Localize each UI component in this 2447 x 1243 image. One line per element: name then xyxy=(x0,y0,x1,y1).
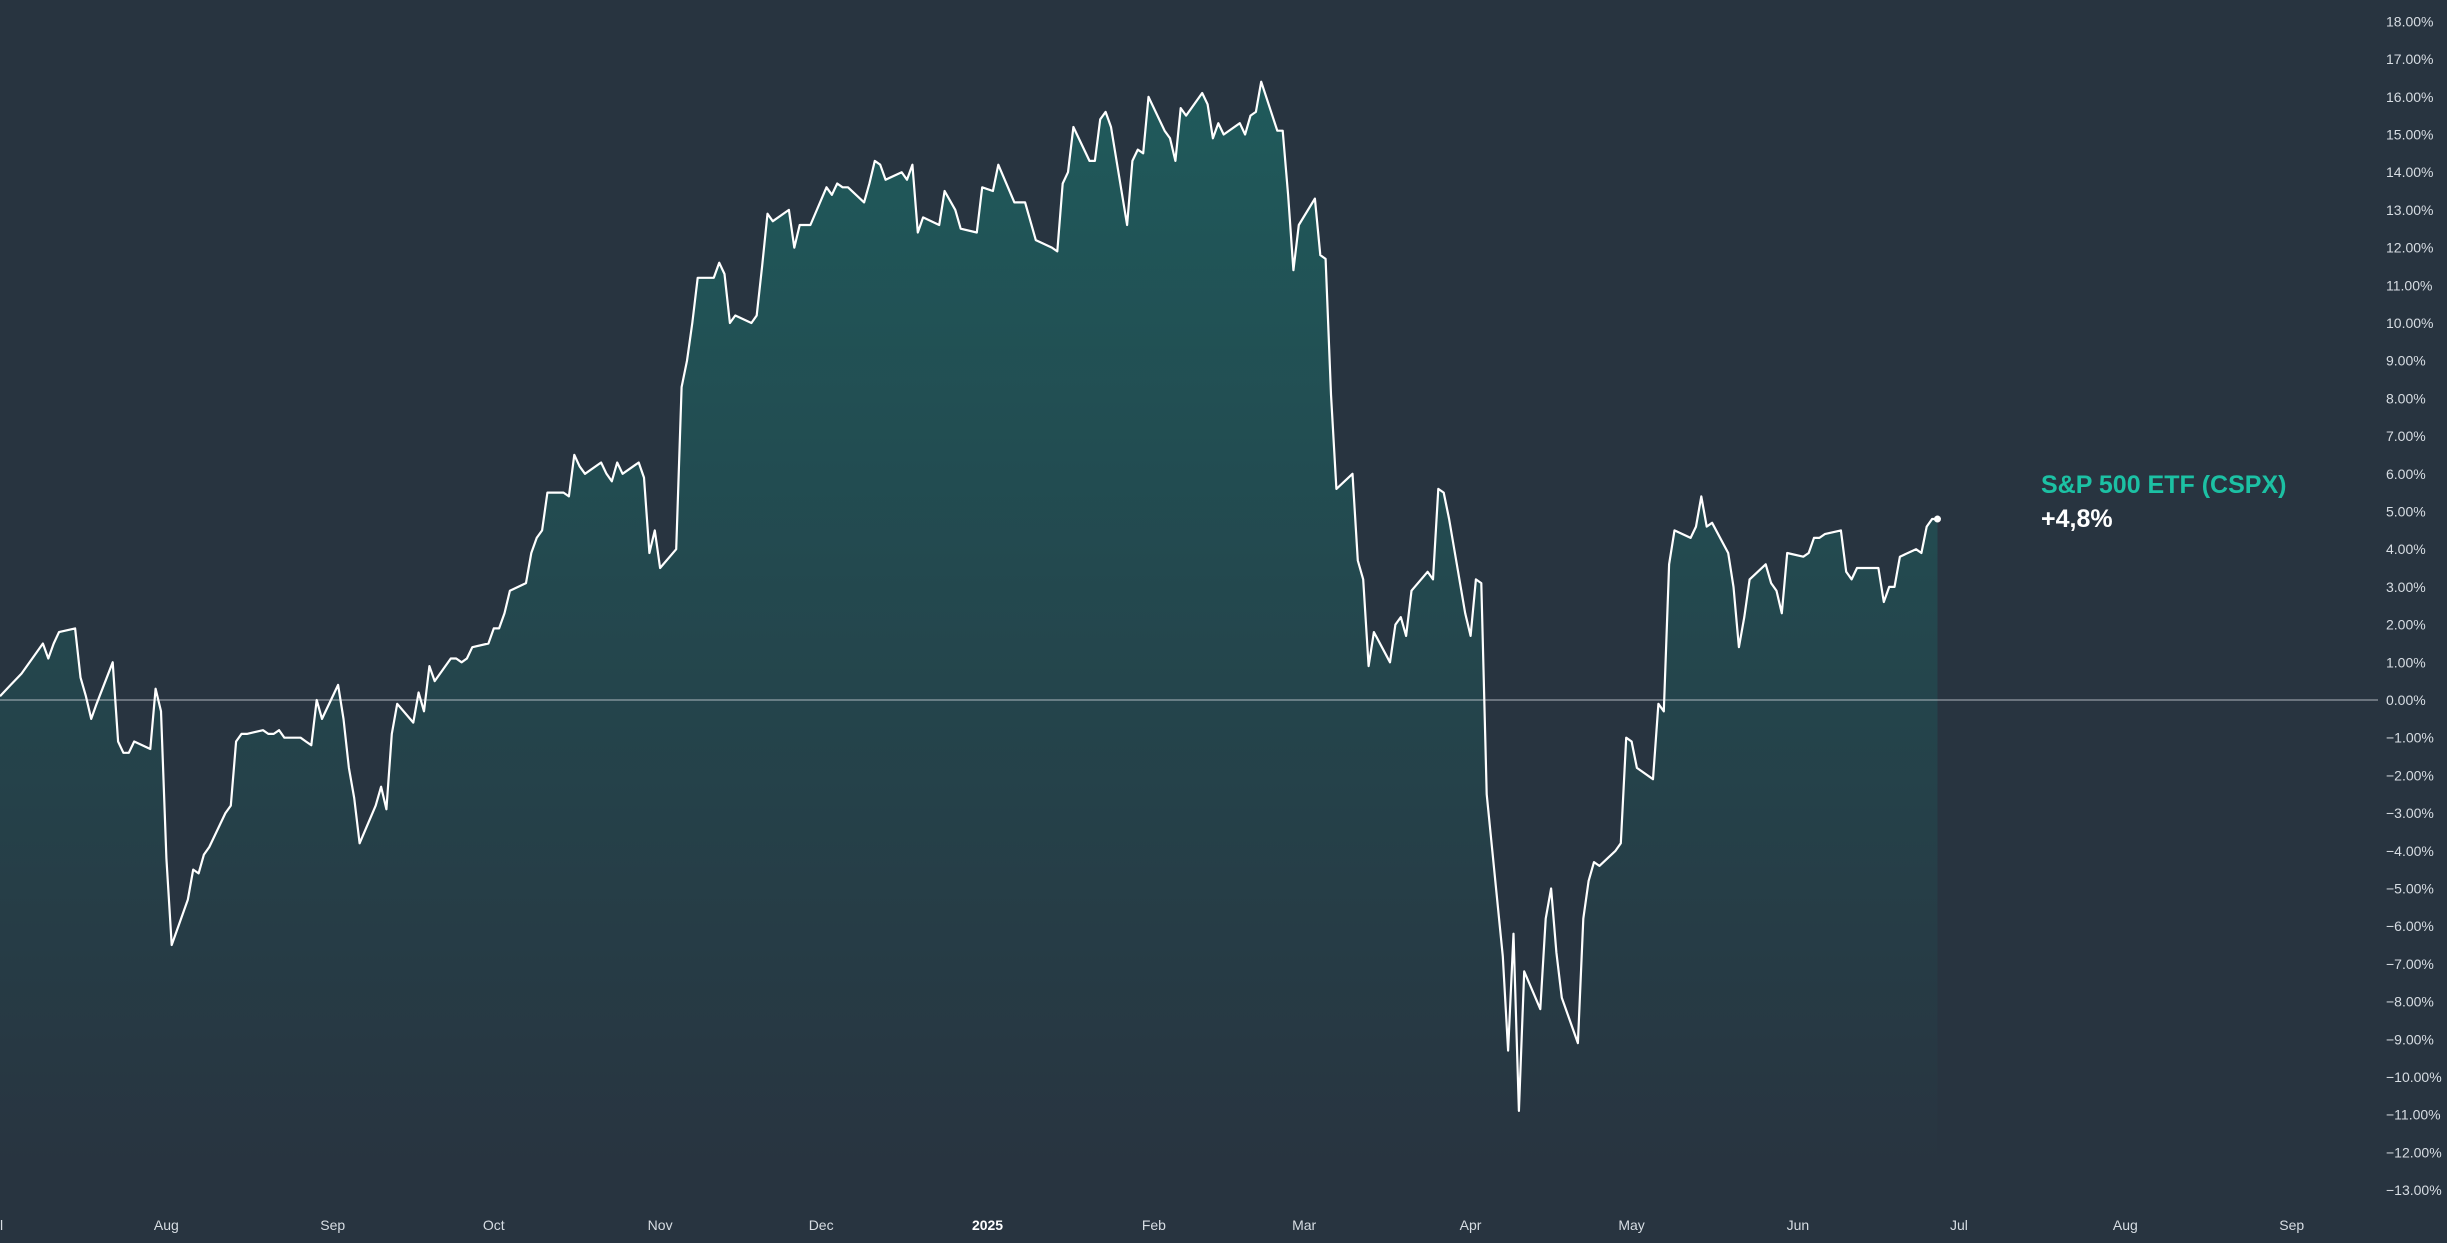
y-tick-label: −2.00% xyxy=(2386,767,2434,783)
y-tick-label: −12.00% xyxy=(2386,1144,2442,1160)
series-area xyxy=(0,81,1938,1179)
y-tick-label: 12.00% xyxy=(2386,240,2433,256)
y-tick-label: 1.00% xyxy=(2386,654,2426,670)
y-tick-label: 5.00% xyxy=(2386,504,2426,520)
series-name-label: S&P 500 ETF (CSPX) xyxy=(2041,471,2286,499)
y-tick-label: 10.00% xyxy=(2386,315,2433,331)
y-tick-label: −11.00% xyxy=(2386,1107,2441,1123)
y-tick-label: 16.00% xyxy=(2386,89,2433,105)
y-tick-label: 0.00% xyxy=(2386,692,2426,708)
x-tick-label: May xyxy=(1618,1217,1644,1233)
y-tick-label: 3.00% xyxy=(2386,579,2426,595)
area-layer xyxy=(0,81,1938,1179)
y-tick-label: −9.00% xyxy=(2386,1031,2434,1047)
y-tick-label: 4.00% xyxy=(2386,541,2426,557)
series-end-point xyxy=(1933,515,1941,523)
y-tick-label: 13.00% xyxy=(2386,202,2433,218)
x-tick-label: Mar xyxy=(1292,1217,1316,1233)
y-tick-label: 6.00% xyxy=(2386,466,2426,482)
y-tick-label: −3.00% xyxy=(2386,805,2434,821)
x-tick-label: Aug xyxy=(154,1217,179,1233)
x-tick-label: 2025 xyxy=(972,1217,1003,1233)
x-axis: l Aug Sep Oct Nov Dec 2025 Feb Mar Apr May Jun Jul Au… xyxy=(0,1217,2304,1233)
y-tick-label: 15.00% xyxy=(2386,127,2433,143)
y-tick-label: −8.00% xyxy=(2386,994,2434,1010)
y-tick-label: 11.00% xyxy=(2386,277,2432,293)
y-tick-label: −7.00% xyxy=(2386,956,2434,972)
x-tick-label: Aug xyxy=(2113,1217,2138,1233)
x-tick-label: Apr xyxy=(1460,1217,1482,1233)
y-axis: 18.00% 17.00% 16.00% 15.00% 14.00% 13.00% 12.0… xyxy=(2386,13,2442,1198)
y-tick-label: 8.00% xyxy=(2386,390,2426,406)
x-tick-label: Feb xyxy=(1142,1217,1166,1233)
x-tick-label: Jul xyxy=(1950,1217,1968,1233)
y-tick-label: −4.00% xyxy=(2386,843,2434,859)
y-tick-label: 7.00% xyxy=(2386,428,2426,444)
x-tick-label: Jun xyxy=(1787,1217,1810,1233)
series-last-value-label: +4,8% xyxy=(2041,505,2113,533)
series-line xyxy=(0,80,1938,1112)
y-tick-label: −10.00% xyxy=(2386,1069,2442,1085)
y-tick-label: 18.00% xyxy=(2386,13,2433,29)
x-tick-label: Sep xyxy=(2279,1217,2304,1233)
y-tick-label: 14.00% xyxy=(2386,164,2433,180)
x-tick-label: Sep xyxy=(320,1217,345,1233)
y-tick-label: −6.00% xyxy=(2386,918,2434,934)
series-label-group: S&P 500 ETF (CSPX) +4,8% xyxy=(2041,471,2286,533)
y-tick-label: 17.00% xyxy=(2386,51,2433,67)
line-layer xyxy=(0,80,1941,1112)
x-tick-label: Oct xyxy=(483,1217,505,1233)
x-tick-label: Nov xyxy=(648,1217,673,1233)
y-tick-label: 9.00% xyxy=(2386,353,2426,369)
y-tick-label: −1.00% xyxy=(2386,730,2434,746)
x-tick-label: Dec xyxy=(809,1217,834,1233)
y-tick-label: −5.00% xyxy=(2386,881,2434,897)
y-tick-label: −13.00% xyxy=(2386,1182,2442,1198)
x-tick-label: l xyxy=(0,1217,3,1233)
y-tick-label: 2.00% xyxy=(2386,617,2426,633)
